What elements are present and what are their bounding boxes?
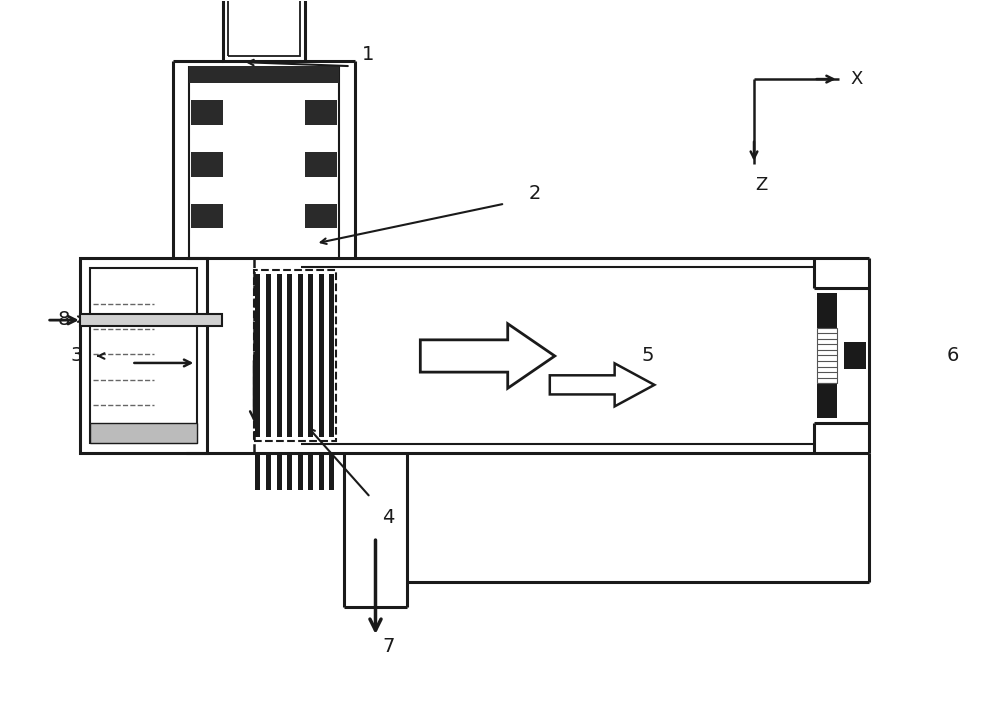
Bar — [298, 274, 303, 437]
Bar — [305, 100, 337, 125]
Bar — [191, 152, 223, 176]
Bar — [817, 292, 837, 328]
Text: 4: 4 — [382, 508, 395, 527]
Bar — [287, 453, 292, 491]
Bar — [308, 453, 313, 491]
Bar — [287, 274, 292, 437]
Bar — [817, 328, 837, 383]
Text: Z: Z — [755, 176, 767, 194]
Bar — [329, 453, 334, 491]
Polygon shape — [550, 363, 654, 406]
Bar — [817, 383, 837, 418]
Bar — [305, 152, 337, 176]
Bar — [266, 274, 271, 437]
Bar — [266, 453, 271, 491]
Bar — [255, 274, 260, 437]
Bar — [228, 0, 300, 56]
Bar — [329, 274, 334, 437]
Bar — [255, 453, 260, 491]
Bar — [80, 314, 222, 326]
Bar — [191, 204, 223, 228]
Bar — [319, 453, 324, 491]
Text: 5: 5 — [641, 347, 654, 366]
Bar — [223, 0, 305, 61]
Bar — [90, 423, 197, 443]
Text: 2: 2 — [529, 184, 541, 203]
Bar — [80, 259, 207, 453]
Bar — [308, 274, 313, 437]
Bar — [844, 342, 866, 370]
Text: X: X — [851, 70, 863, 88]
Text: 6: 6 — [947, 347, 959, 366]
Bar — [277, 274, 282, 437]
Polygon shape — [420, 323, 555, 388]
Bar — [90, 269, 197, 443]
Bar — [189, 66, 339, 83]
Text: 3: 3 — [70, 347, 83, 366]
Bar — [298, 453, 303, 491]
Text: 8: 8 — [58, 309, 70, 328]
Bar — [254, 271, 336, 441]
Bar — [305, 204, 337, 228]
Bar — [277, 453, 282, 491]
Text: 7: 7 — [382, 638, 395, 657]
Bar — [90, 423, 197, 443]
Bar — [319, 274, 324, 437]
Bar — [191, 100, 223, 125]
Text: 1: 1 — [362, 45, 375, 64]
